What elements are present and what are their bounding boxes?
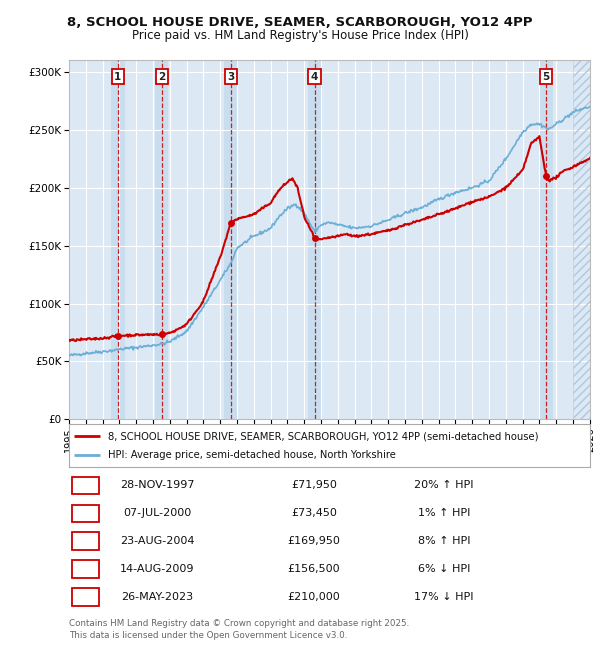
Text: 1: 1 [81, 480, 89, 490]
Text: 8, SCHOOL HOUSE DRIVE, SEAMER, SCARBOROUGH, YO12 4PP: 8, SCHOOL HOUSE DRIVE, SEAMER, SCARBOROU… [67, 16, 533, 29]
Bar [573, 60, 598, 419]
Text: 17% ↓ HPI: 17% ↓ HPI [414, 592, 474, 602]
Bar [539, 60, 553, 419]
Text: 3: 3 [82, 536, 89, 546]
Text: 1% ↑ HPI: 1% ↑ HPI [418, 508, 470, 518]
Text: 20% ↑ HPI: 20% ↑ HPI [414, 480, 474, 490]
Text: 4: 4 [81, 564, 89, 574]
FancyBboxPatch shape [71, 476, 98, 494]
Bar [573, 60, 598, 419]
Text: 26-MAY-2023: 26-MAY-2023 [121, 592, 194, 602]
Text: Price paid vs. HM Land Registry's House Price Index (HPI): Price paid vs. HM Land Registry's House … [131, 29, 469, 42]
Text: 8% ↑ HPI: 8% ↑ HPI [418, 536, 470, 546]
Text: 6% ↓ HPI: 6% ↓ HPI [418, 564, 470, 574]
Text: 2: 2 [158, 72, 166, 82]
Text: £169,950: £169,950 [287, 536, 340, 546]
Text: 5: 5 [82, 592, 89, 602]
Text: HPI: Average price, semi-detached house, North Yorkshire: HPI: Average price, semi-detached house,… [108, 450, 396, 460]
Text: 5: 5 [542, 72, 550, 82]
Text: £73,450: £73,450 [291, 508, 337, 518]
Text: 28-NOV-1997: 28-NOV-1997 [120, 480, 195, 490]
Bar [155, 60, 169, 419]
FancyBboxPatch shape [71, 504, 98, 522]
Text: £156,500: £156,500 [287, 564, 340, 574]
FancyBboxPatch shape [71, 588, 98, 606]
Text: 14-AUG-2009: 14-AUG-2009 [120, 564, 195, 574]
Text: 4: 4 [311, 72, 319, 82]
FancyBboxPatch shape [71, 532, 98, 550]
Text: 3: 3 [227, 72, 235, 82]
Text: £71,950: £71,950 [291, 480, 337, 490]
FancyBboxPatch shape [71, 560, 98, 578]
Text: 23-AUG-2004: 23-AUG-2004 [120, 536, 195, 546]
Bar [308, 60, 322, 419]
Text: 2: 2 [81, 508, 89, 518]
Text: Contains HM Land Registry data © Crown copyright and database right 2025.
This d: Contains HM Land Registry data © Crown c… [69, 619, 409, 640]
Text: £210,000: £210,000 [287, 592, 340, 602]
Bar [224, 60, 238, 419]
Bar [111, 60, 125, 419]
Text: 8, SCHOOL HOUSE DRIVE, SEAMER, SCARBOROUGH, YO12 4PP (semi-detached house): 8, SCHOOL HOUSE DRIVE, SEAMER, SCARBOROU… [108, 432, 539, 441]
Text: 07-JUL-2000: 07-JUL-2000 [124, 508, 191, 518]
Text: 1: 1 [114, 72, 122, 82]
